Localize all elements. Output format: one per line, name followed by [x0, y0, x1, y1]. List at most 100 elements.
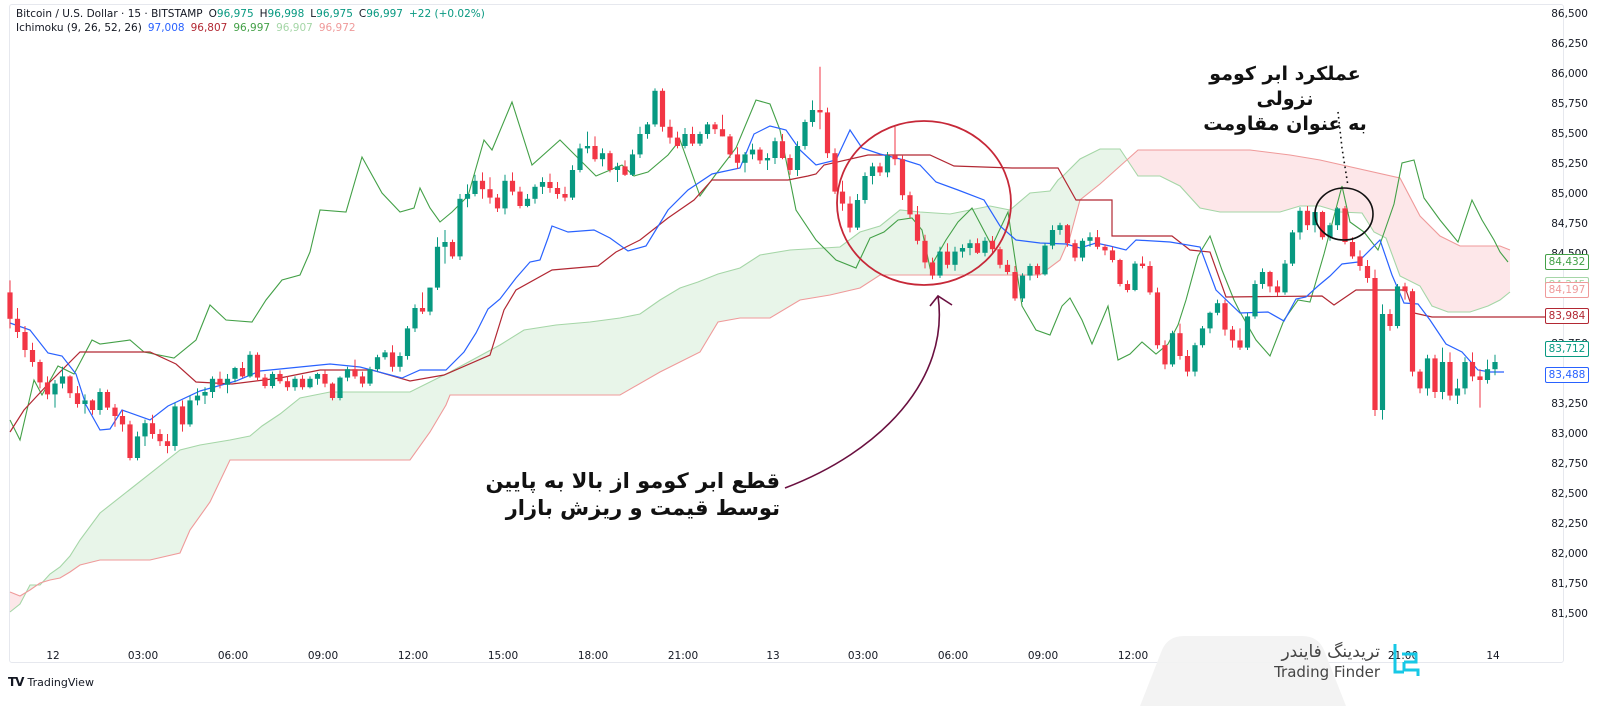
candle[interactable]: [352, 359, 358, 379]
candle[interactable]: [1184, 350, 1191, 377]
candle[interactable]: [1439, 347, 1446, 400]
candle[interactable]: [97, 388, 103, 415]
candle[interactable]: [749, 143, 756, 160]
candle[interactable]: [1087, 232, 1093, 247]
candle[interactable]: [359, 371, 366, 388]
candle[interactable]: [299, 375, 306, 390]
candle[interactable]: [1394, 284, 1401, 329]
candle[interactable]: [659, 88, 666, 132]
candle[interactable]: [292, 376, 298, 391]
candle[interactable]: [1064, 224, 1071, 247]
candle[interactable]: [389, 345, 396, 372]
candle[interactable]: [74, 386, 81, 408]
candle[interactable]: [322, 370, 328, 388]
candle[interactable]: [704, 122, 711, 139]
candle[interactable]: [1222, 299, 1228, 336]
candle[interactable]: [1342, 206, 1348, 245]
candle[interactable]: [1124, 280, 1131, 293]
candle[interactable]: [1402, 282, 1408, 300]
candle[interactable]: [892, 126, 898, 166]
candle[interactable]: [1282, 260, 1288, 295]
candle[interactable]: [337, 376, 343, 401]
candle[interactable]: [314, 372, 321, 385]
candle[interactable]: [1012, 266, 1018, 301]
candle[interactable]: [644, 122, 651, 139]
candle[interactable]: [1289, 230, 1296, 266]
candle[interactable]: [104, 389, 111, 410]
candle[interactable]: [67, 375, 73, 398]
candle[interactable]: [149, 414, 156, 439]
candle[interactable]: [464, 184, 471, 208]
candle[interactable]: [509, 172, 516, 196]
candle[interactable]: [997, 246, 1003, 269]
candle[interactable]: [607, 150, 613, 173]
candle[interactable]: [832, 148, 838, 194]
candle[interactable]: [877, 162, 883, 176]
candle[interactable]: [517, 186, 523, 209]
candle[interactable]: [1004, 260, 1011, 275]
candle[interactable]: [1372, 269, 1378, 416]
candle[interactable]: [1267, 270, 1273, 293]
candle[interactable]: [539, 177, 546, 194]
candle[interactable]: [907, 191, 913, 218]
candle[interactable]: [1049, 225, 1056, 250]
candle[interactable]: [112, 404, 118, 427]
candle[interactable]: [449, 239, 456, 259]
candle[interactable]: [922, 234, 928, 269]
candle[interactable]: [1079, 238, 1086, 262]
candle[interactable]: [1154, 287, 1161, 349]
candle[interactable]: [329, 382, 336, 401]
candle[interactable]: [1207, 311, 1213, 334]
candle[interactable]: [277, 370, 283, 384]
candle[interactable]: [712, 122, 718, 134]
candle[interactable]: [119, 410, 126, 432]
candle[interactable]: [1492, 354, 1498, 376]
candle[interactable]: [779, 134, 786, 160]
candle[interactable]: [7, 280, 13, 329]
candle[interactable]: [1357, 250, 1363, 271]
chart-panel[interactable]: [9, 4, 1564, 663]
candle[interactable]: [127, 420, 133, 461]
candle[interactable]: [284, 376, 291, 391]
candle[interactable]: [269, 371, 276, 389]
candle[interactable]: [562, 186, 568, 202]
candle[interactable]: [569, 165, 576, 200]
candle[interactable]: [367, 366, 373, 386]
candle[interactable]: [794, 141, 801, 176]
candle[interactable]: [1462, 357, 1468, 395]
candle[interactable]: [37, 359, 43, 389]
candle[interactable]: [239, 362, 246, 378]
candle[interactable]: [1387, 309, 1393, 331]
candle[interactable]: [22, 326, 28, 358]
candle[interactable]: [1334, 207, 1341, 230]
candle[interactable]: [1252, 280, 1258, 319]
candle[interactable]: [839, 180, 846, 211]
candle[interactable]: [802, 119, 808, 150]
candle[interactable]: [1244, 312, 1251, 350]
candle[interactable]: [187, 395, 193, 427]
candle[interactable]: [224, 374, 231, 394]
candle[interactable]: [164, 434, 171, 454]
candle[interactable]: [1072, 239, 1078, 262]
candle[interactable]: [914, 206, 921, 245]
candle[interactable]: [1027, 263, 1033, 281]
candle[interactable]: [1237, 328, 1243, 350]
candle[interactable]: [989, 236, 996, 254]
candle[interactable]: [202, 387, 208, 404]
candle[interactable]: [1259, 268, 1266, 289]
candle[interactable]: [247, 351, 253, 378]
candle[interactable]: [1327, 222, 1333, 241]
candle[interactable]: [869, 162, 876, 185]
candle[interactable]: [404, 326, 411, 360]
candle[interactable]: [1019, 273, 1026, 302]
candle[interactable]: [1102, 244, 1108, 256]
candle[interactable]: [742, 152, 748, 173]
candle[interactable]: [599, 148, 606, 167]
candle[interactable]: [1109, 246, 1116, 263]
candle[interactable]: [592, 136, 598, 162]
candle[interactable]: [1057, 222, 1063, 235]
candle[interactable]: [937, 246, 943, 278]
candle[interactable]: [1319, 210, 1326, 240]
candle[interactable]: [262, 374, 268, 389]
candle[interactable]: [652, 88, 658, 127]
